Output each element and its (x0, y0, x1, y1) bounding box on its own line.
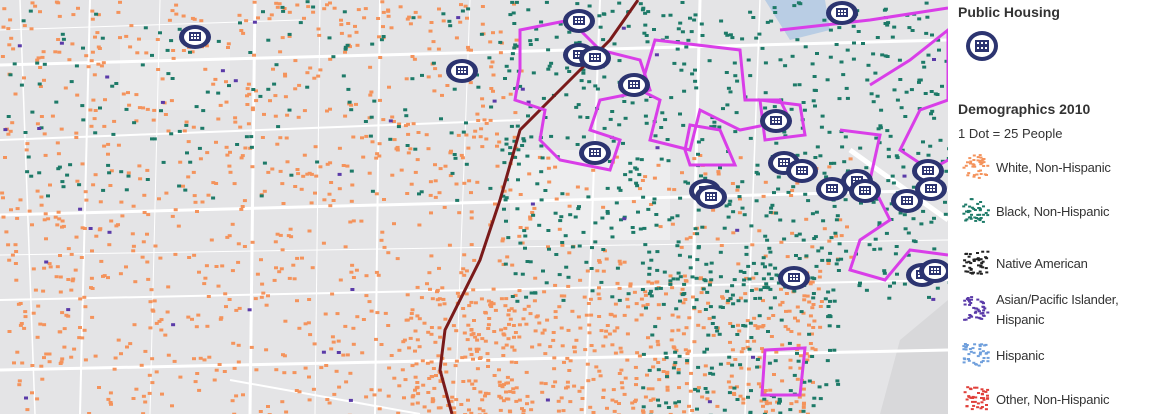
white-non-hispanic-swatch (962, 154, 990, 180)
public-housing-marker-icon[interactable] (578, 140, 612, 171)
demographics-legend-title: Demographics 2010 (958, 101, 1090, 117)
public-housing-marker-icon[interactable] (578, 45, 612, 76)
native-american-swatch (962, 250, 990, 276)
public-housing-marker-icon[interactable] (445, 58, 479, 89)
dot-scale-label: 1 Dot = 25 People (958, 126, 1062, 141)
public-housing-marker-icon[interactable] (759, 108, 793, 139)
public-housing-marker-icon[interactable] (914, 176, 948, 207)
legend-label-other-non-hispanic: Other, Non-Hispanic (996, 392, 1109, 407)
public-housing-marker-icon[interactable] (694, 184, 728, 215)
asian-pacific-islander-swatch (962, 296, 990, 322)
legend-label-asian-pacific-islander: Asian/Pacific Islander, (996, 292, 1119, 307)
public-housing-legend-title: Public Housing (958, 4, 1060, 20)
hispanic-swatch (962, 342, 990, 368)
legend-label-white-non-hispanic: White, Non-Hispanic (996, 160, 1111, 175)
public-housing-building-icon (964, 28, 1000, 69)
map-legend: Public Housing Demographics 2010 1 Dot =… (948, 0, 1156, 414)
public-housing-marker-icon[interactable] (918, 258, 948, 289)
legend-label-asian-pacific-islander-line2: Hispanic (996, 312, 1044, 327)
black-non-hispanic-swatch (962, 198, 990, 224)
public-housing-marker-icon[interactable] (785, 158, 819, 189)
legend-label-native-american: Native American (996, 256, 1088, 271)
legend-label-hispanic: Hispanic (996, 348, 1044, 363)
legend-label-black-non-hispanic: Black, Non-Hispanic (996, 204, 1109, 219)
public-housing-marker-icon[interactable] (825, 0, 859, 31)
public-housing-marker-icon[interactable] (617, 72, 651, 103)
public-housing-marker-icon[interactable] (777, 265, 811, 296)
map-canvas[interactable] (0, 0, 948, 414)
public-housing-marker-icon[interactable] (178, 24, 212, 55)
public-housing-marker-icon[interactable] (562, 8, 596, 39)
public-housing-marker-icon[interactable] (848, 178, 882, 209)
other-non-hispanic-swatch (962, 386, 990, 412)
